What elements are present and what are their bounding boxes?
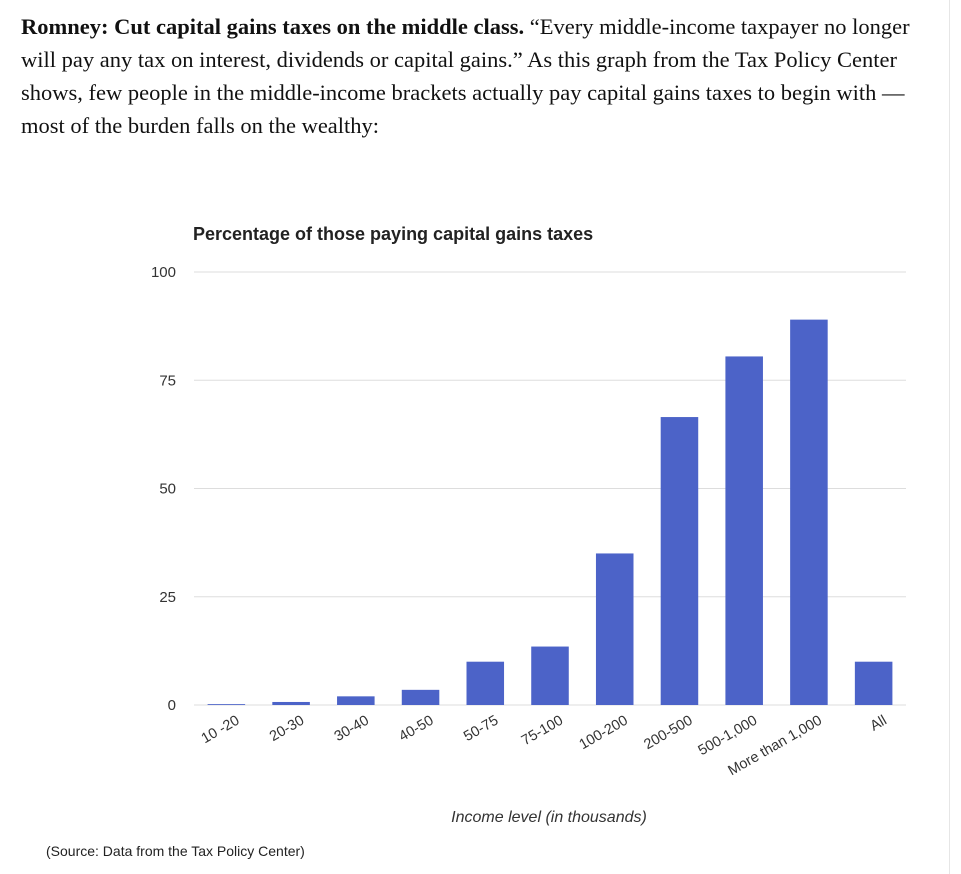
chart-title: Percentage of those paying capital gains… <box>193 224 593 244</box>
y-tick-label: 75 <box>159 372 176 389</box>
bar <box>466 661 505 705</box>
x-tick-label: 50-75 <box>461 713 501 745</box>
bar <box>854 661 893 705</box>
x-tick-label: 10 -20 <box>199 713 243 747</box>
article-paragraph: Romney: Cut capital gains taxes on the m… <box>21 10 936 142</box>
y-tick-label: 50 <box>159 481 176 498</box>
bar <box>207 704 246 705</box>
bar <box>401 689 440 705</box>
bars <box>207 319 893 705</box>
x-tick-label: All <box>868 713 890 735</box>
x-tick-label: 20-30 <box>267 713 307 745</box>
x-axis-title: Income level (in thousands) <box>451 809 647 826</box>
x-tick-label: 200-500 <box>641 713 695 753</box>
bar <box>790 319 828 705</box>
bar <box>595 553 634 705</box>
bar <box>272 701 310 705</box>
x-axis-ticks: 10 -20 20-30 30-40 40-50 50-75 75-100 100-200 2… <box>199 713 890 780</box>
bar <box>660 417 699 705</box>
y-tick-label: 0 <box>168 697 176 714</box>
x-tick-label: 40-50 <box>396 713 436 745</box>
bar-chart: Percentage of those paying capital gains… <box>151 224 906 826</box>
page-right-rule <box>949 0 950 874</box>
x-tick-label: 100-200 <box>577 713 631 753</box>
source-note: (Source: Data from the Tax Policy Center… <box>46 843 305 859</box>
y-tick-label: 100 <box>151 264 176 281</box>
bar <box>337 696 375 705</box>
x-tick-label: 30-40 <box>332 713 372 745</box>
y-axis-ticks: 0 25 50 75 100 <box>151 264 176 714</box>
y-tick-label: 25 <box>159 589 176 606</box>
bar <box>725 356 763 705</box>
article-headline: Romney: Cut capital gains taxes on the m… <box>21 14 525 39</box>
article-body: “Every middle-income taxpayer no longer … <box>21 14 910 138</box>
bar <box>531 646 569 705</box>
x-tick-label: 75-100 <box>519 713 566 749</box>
